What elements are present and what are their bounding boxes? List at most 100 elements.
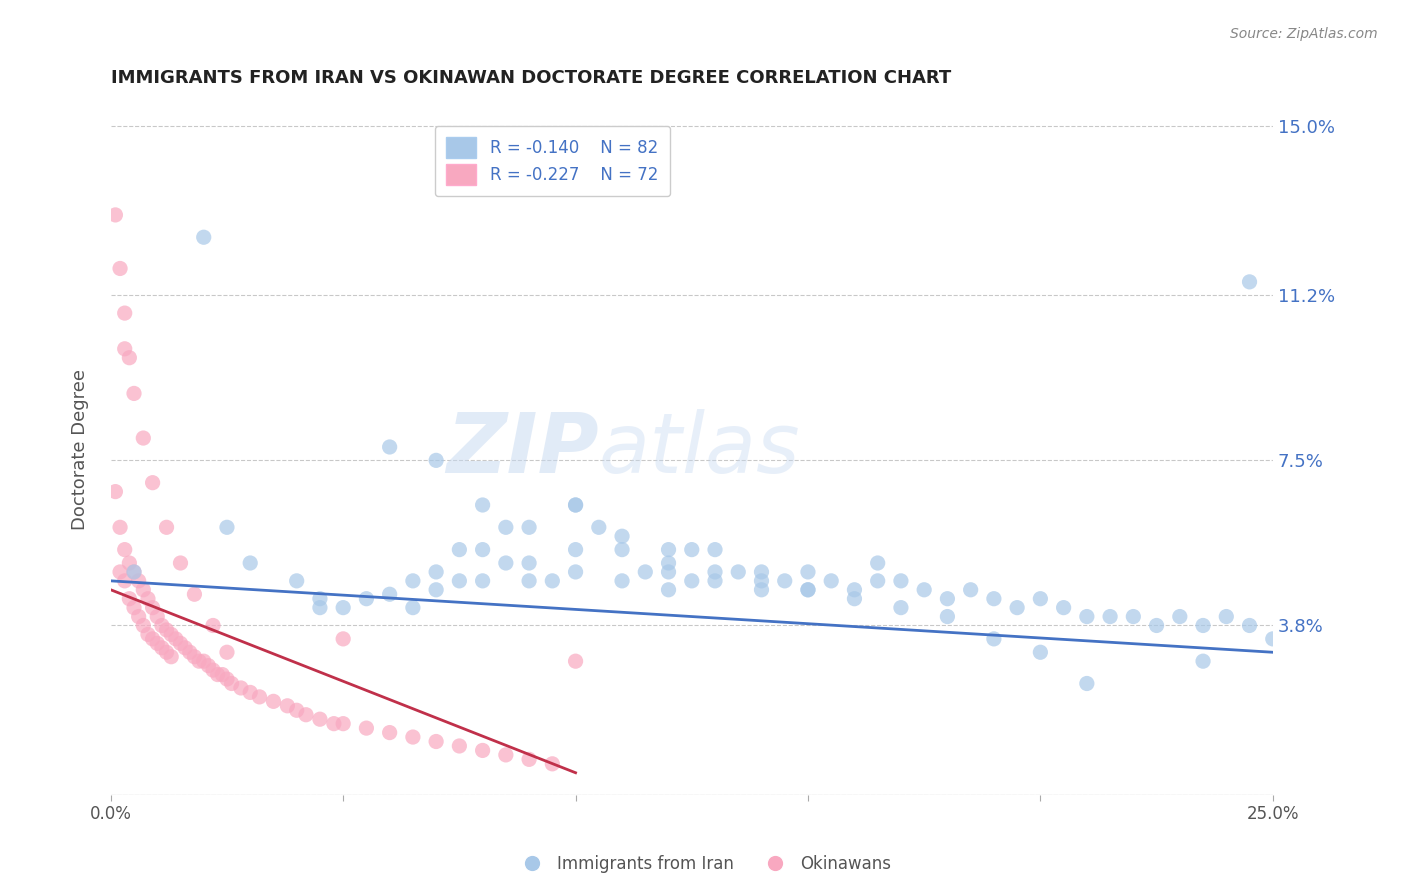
Point <box>174 640 197 655</box>
Point <box>142 632 165 646</box>
Point <box>425 582 447 597</box>
Point <box>449 542 471 557</box>
Point <box>588 520 610 534</box>
Point <box>155 623 177 637</box>
Point <box>936 591 959 606</box>
Point <box>229 681 252 695</box>
Point <box>118 591 141 606</box>
Point <box>844 582 866 597</box>
Point <box>704 565 727 579</box>
Point <box>122 386 145 401</box>
Point <box>1029 645 1052 659</box>
Point <box>541 756 564 771</box>
Point <box>657 542 679 557</box>
Point <box>114 306 136 320</box>
Point <box>517 520 540 534</box>
Point <box>797 582 820 597</box>
Point <box>495 520 517 534</box>
Point <box>285 574 308 588</box>
Point <box>449 574 471 588</box>
Point <box>309 712 332 726</box>
Point <box>471 542 494 557</box>
Point <box>122 565 145 579</box>
Point <box>295 707 318 722</box>
Point <box>610 529 633 543</box>
Point <box>751 574 773 588</box>
Point <box>142 475 165 490</box>
Point <box>1239 618 1261 632</box>
Point <box>1052 600 1074 615</box>
Point <box>610 574 633 588</box>
Point <box>471 743 494 757</box>
Point <box>146 609 169 624</box>
Point <box>564 498 586 512</box>
Point <box>136 591 159 606</box>
Point <box>517 574 540 588</box>
Point <box>211 667 233 681</box>
Point <box>309 600 332 615</box>
Point <box>797 582 820 597</box>
Point <box>114 574 136 588</box>
Point <box>215 520 238 534</box>
Point <box>1146 618 1168 632</box>
Point <box>104 484 127 499</box>
Point <box>378 440 401 454</box>
Point <box>276 698 298 713</box>
Point <box>160 627 183 641</box>
Point <box>146 636 169 650</box>
Point <box>936 609 959 624</box>
Point <box>564 542 586 557</box>
Point <box>820 574 842 588</box>
Point <box>1076 609 1098 624</box>
Point <box>1192 654 1215 668</box>
Point <box>142 600 165 615</box>
Point <box>183 649 205 664</box>
Point <box>122 600 145 615</box>
Point <box>564 654 586 668</box>
Point <box>169 636 191 650</box>
Point <box>249 690 271 704</box>
Point <box>132 582 155 597</box>
Point <box>155 520 177 534</box>
Point <box>890 574 912 588</box>
Point <box>866 556 889 570</box>
Point <box>165 632 187 646</box>
Point <box>262 694 284 708</box>
Point <box>378 587 401 601</box>
Point <box>704 542 727 557</box>
Point <box>704 574 727 588</box>
Point <box>402 574 425 588</box>
Point <box>136 627 159 641</box>
Point <box>197 658 219 673</box>
Point <box>471 574 494 588</box>
Point <box>108 261 131 276</box>
Legend: R = -0.140    N = 82, R = -0.227    N = 72: R = -0.140 N = 82, R = -0.227 N = 72 <box>434 126 669 196</box>
Point <box>322 716 344 731</box>
Point <box>541 574 564 588</box>
Point <box>188 654 211 668</box>
Point <box>104 208 127 222</box>
Legend: Immigrants from Iran, Okinawans: Immigrants from Iran, Okinawans <box>508 848 898 880</box>
Point <box>108 565 131 579</box>
Point <box>1168 609 1191 624</box>
Point <box>215 645 238 659</box>
Point <box>797 565 820 579</box>
Point <box>150 618 173 632</box>
Point <box>1261 632 1284 646</box>
Point <box>495 747 517 762</box>
Point <box>1215 609 1237 624</box>
Point <box>564 565 586 579</box>
Point <box>239 685 262 699</box>
Point <box>114 542 136 557</box>
Point <box>215 672 238 686</box>
Point <box>155 645 177 659</box>
Text: IMMIGRANTS FROM IRAN VS OKINAWAN DOCTORATE DEGREE CORRELATION CHART: IMMIGRANTS FROM IRAN VS OKINAWAN DOCTORA… <box>111 69 950 87</box>
Point <box>1239 275 1261 289</box>
Point <box>425 565 447 579</box>
Point <box>1099 609 1122 624</box>
Point <box>471 498 494 512</box>
Point <box>402 730 425 744</box>
Point <box>425 453 447 467</box>
Point <box>495 556 517 570</box>
Point <box>1192 618 1215 632</box>
